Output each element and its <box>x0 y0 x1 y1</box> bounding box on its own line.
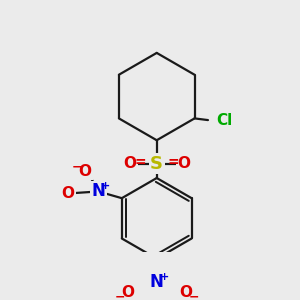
Text: N: N <box>92 182 105 200</box>
Text: +: + <box>160 272 169 282</box>
Text: =: = <box>168 155 179 169</box>
Text: −: − <box>71 160 82 174</box>
Text: N: N <box>150 273 164 291</box>
Text: O: O <box>122 285 135 300</box>
Text: O: O <box>179 285 192 300</box>
Text: O: O <box>177 156 190 171</box>
Text: O: O <box>61 186 75 201</box>
Text: −: − <box>115 291 125 300</box>
Text: O: O <box>123 156 136 171</box>
Text: −: − <box>188 291 199 300</box>
Text: S: S <box>150 155 163 173</box>
Text: Cl: Cl <box>216 112 232 128</box>
Text: =: = <box>134 155 146 169</box>
Text: O: O <box>78 164 92 179</box>
Text: +: + <box>101 182 110 191</box>
